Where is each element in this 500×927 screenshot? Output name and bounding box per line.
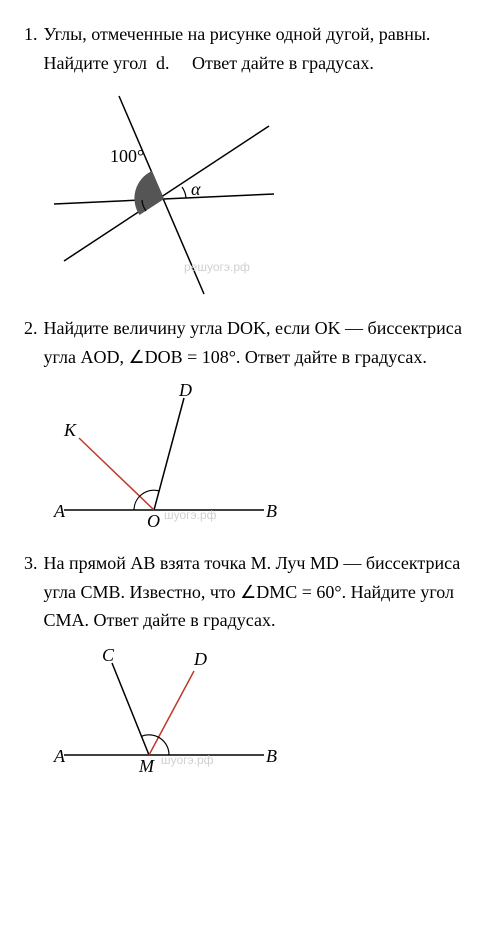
problem-2: 2. Найдите величину угла DOK, если OK — … xyxy=(24,314,476,538)
line-moderate xyxy=(64,126,269,261)
problem-3-number: 3. xyxy=(24,549,38,635)
angle-aod-arc xyxy=(134,490,160,510)
label-a3: A xyxy=(53,746,66,766)
ray-od xyxy=(154,398,184,510)
problem-2-diagram: A B O D K шуогэ.рф xyxy=(44,380,476,539)
problem-1-diagram: 100° α решуогэ.рф xyxy=(44,86,476,305)
watermark-1: решуогэ.рф xyxy=(184,260,250,274)
problem-3-text: 3. На прямой AB взята точка M. Луч MD — … xyxy=(24,549,476,635)
ray-ok xyxy=(79,438,154,510)
label-d: D xyxy=(178,380,192,400)
problem-3-diagram: A B M C D шуогэ.рф xyxy=(44,643,476,782)
problem-2-text: 2. Найдите величину угла DOK, если OK — … xyxy=(24,314,476,372)
ray-md xyxy=(149,671,194,755)
problem-1-body: Углы, отмеченные на рисунке одной дугой,… xyxy=(44,20,477,78)
label-alpha: α xyxy=(191,179,201,199)
label-b: B xyxy=(266,501,277,521)
watermark-3: шуогэ.рф xyxy=(161,753,214,767)
label-a: A xyxy=(53,501,66,521)
angle-100-sector xyxy=(134,171,164,215)
label-d3: D xyxy=(193,649,207,669)
problem-2-number: 2. xyxy=(24,314,38,372)
problem-1-number: 1. xyxy=(24,20,38,78)
problem-2-body: Найдите величину угла DOK, если OK — бис… xyxy=(44,314,477,372)
label-k: K xyxy=(63,420,77,440)
label-m3: M xyxy=(138,756,155,773)
label-c3: C xyxy=(102,645,115,665)
ray-mc xyxy=(112,663,149,755)
label-o: O xyxy=(147,511,160,530)
label-b3: B xyxy=(266,746,277,766)
angle-alpha-arc xyxy=(182,187,186,198)
watermark-2: шуогэ.рф xyxy=(164,508,217,522)
problem-3-body: На прямой AB взята точка M. Луч MD — бис… xyxy=(44,549,477,635)
label-100: 100° xyxy=(110,146,144,166)
problem-1: 1. Углы, отмеченные на рисунке одной дуг… xyxy=(24,20,476,304)
problem-3: 3. На прямой AB взята точка M. Луч MD — … xyxy=(24,549,476,782)
problem-1-text: 1. Углы, отмеченные на рисунке одной дуг… xyxy=(24,20,476,78)
